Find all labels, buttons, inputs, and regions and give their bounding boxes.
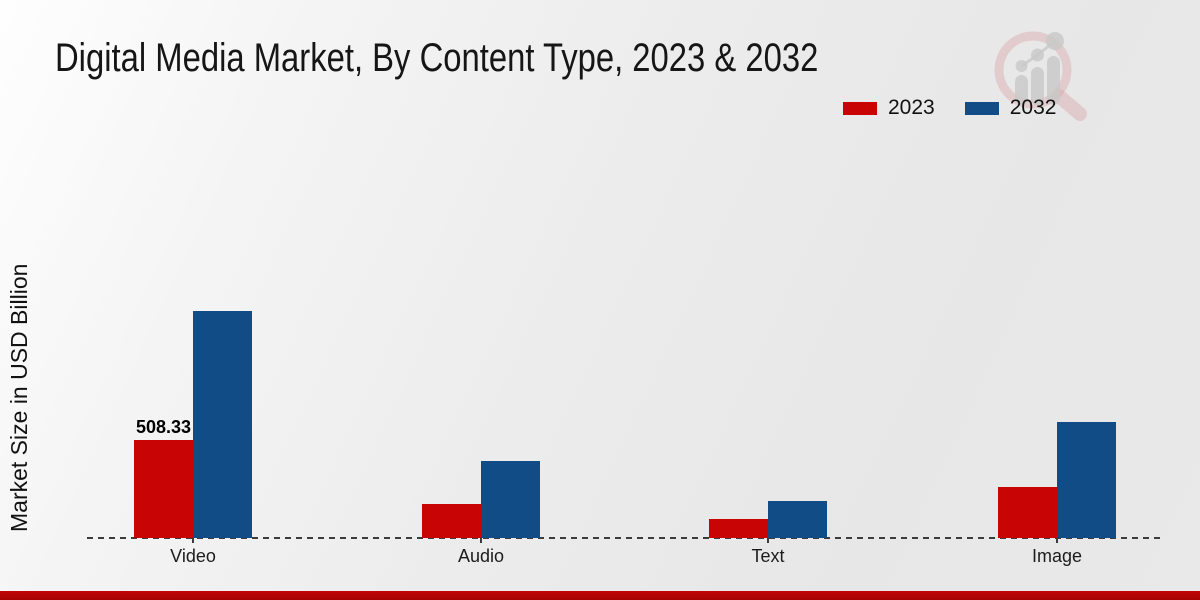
footer-accent-bar xyxy=(0,591,1200,600)
bar-image-2023 xyxy=(998,487,1057,538)
legend: 2023 2032 xyxy=(843,96,1056,120)
legend-label-2023: 2023 xyxy=(888,96,935,119)
category-label-text: Text xyxy=(751,546,785,566)
magnifier-bar-chart-watermark-icon xyxy=(994,31,1087,121)
bar-video-2032 xyxy=(193,311,252,538)
x-axis-baseline xyxy=(87,537,1163,539)
bar-audio-2023 xyxy=(422,504,481,538)
chart-title: Digital Media Market, By Content Type, 2… xyxy=(55,36,819,80)
x-axis-tick xyxy=(1056,538,1058,543)
bar-audio-2032 xyxy=(481,461,540,538)
category-label-audio: Audio xyxy=(457,546,505,566)
legend-swatch-2032 xyxy=(964,101,999,115)
legend-swatch-2023 xyxy=(843,101,877,115)
legend-label-2032: 2032 xyxy=(1009,96,1057,119)
x-axis-tick xyxy=(767,538,769,543)
legend-item-2023: 2023 xyxy=(843,96,935,120)
bar-image-2032 xyxy=(1057,422,1116,538)
bar-text-2023 xyxy=(709,519,768,538)
x-axis-tick xyxy=(480,538,482,543)
category-label-video: Video xyxy=(170,546,216,566)
bar-text-2032 xyxy=(768,501,827,538)
x-axis-tick xyxy=(192,538,194,543)
legend-item-2032: 2032 xyxy=(964,96,1057,120)
category-label-image: Image xyxy=(1031,546,1083,566)
bar-value-label: 508.33 xyxy=(135,417,192,437)
bar-video-2023 xyxy=(134,440,193,538)
